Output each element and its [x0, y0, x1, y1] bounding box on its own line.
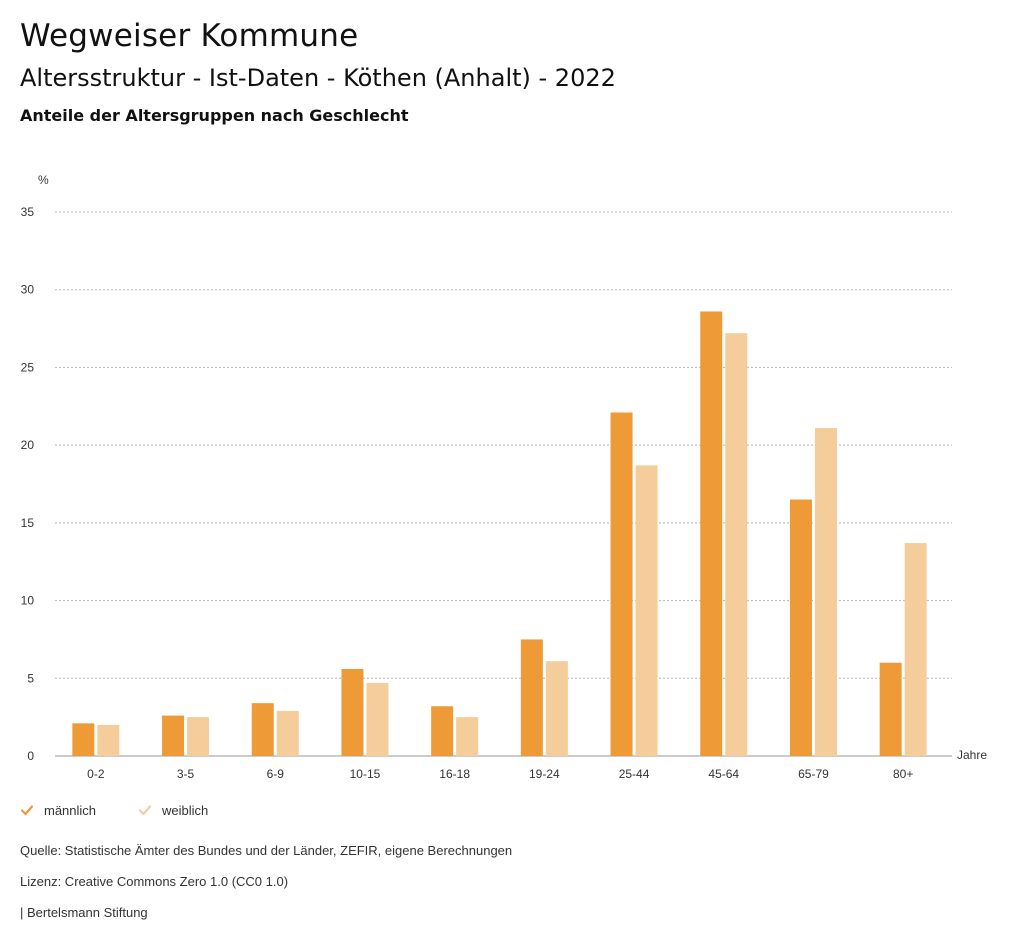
bar-female-6-9[interactable] — [276, 710, 299, 756]
bar-male-16-18[interactable] — [431, 706, 454, 756]
bar-female-80+[interactable] — [904, 543, 927, 756]
y-tick-label: 0 — [27, 749, 34, 763]
x-tick-label: 45-64 — [708, 767, 739, 781]
bar-male-10-15[interactable] — [341, 668, 364, 756]
y-tick-label: 25 — [21, 360, 35, 374]
x-tick-label: 19-24 — [529, 767, 560, 781]
x-tick-label: 0-2 — [87, 767, 105, 781]
bar-female-0-2[interactable] — [97, 724, 120, 756]
legend-item-male[interactable]: männlich — [20, 803, 96, 818]
y-axis-ticks: 0 5 10 15 20 25 30 35 — [21, 205, 35, 763]
legend-item-female[interactable]: weiblich — [138, 803, 208, 818]
bar-male-3-5[interactable] — [162, 715, 185, 756]
source-note: Quelle: Statistische Ämter des Bundes un… — [20, 843, 513, 858]
chart-subtitle: Altersstruktur - Ist-Daten - Köthen (Anh… — [20, 64, 616, 92]
y-tick-label: 20 — [21, 438, 35, 452]
bar-male-45-64[interactable] — [700, 311, 723, 756]
x-tick-label: 10-15 — [350, 767, 381, 781]
y-tick-label: 30 — [21, 283, 35, 297]
x-tick-label: 16-18 — [439, 767, 470, 781]
bar-female-10-15[interactable] — [366, 682, 389, 756]
bar-male-65-79[interactable] — [789, 499, 812, 756]
x-axis-ticks: 0-2 3-5 6-9 10-15 16-18 19-24 25-44 45-64 65-79 8… — [87, 767, 913, 781]
bar-male-0-2[interactable] — [72, 723, 95, 756]
y-axis-label: % — [38, 173, 49, 187]
x-tick-label: 80+ — [893, 767, 913, 781]
legend-label-female: weiblich — [162, 803, 209, 818]
x-tick-label: 25-44 — [619, 767, 650, 781]
publisher-note: | Bertelsmann Stiftung — [20, 905, 148, 920]
x-tick-label: 6-9 — [267, 767, 285, 781]
y-tick-label: 5 — [27, 671, 34, 685]
chart-title: Anteile der Altersgruppen nach Geschlech… — [20, 106, 409, 125]
x-axis-label: Jahre — [957, 748, 987, 762]
bar-male-80+[interactable] — [879, 662, 902, 756]
y-tick-label: 35 — [21, 205, 35, 219]
bar-male-25-44[interactable] — [610, 412, 633, 756]
bar-female-19-24[interactable] — [545, 661, 568, 756]
x-tick-label: 65-79 — [798, 767, 829, 781]
bar-chart: 0 5 10 15 20 25 30 35 % 0-2 3-5 6-9 10-15 16-18 19-2… — [21, 173, 988, 781]
bar-female-16-18[interactable] — [456, 717, 479, 756]
y-tick-label: 15 — [21, 516, 35, 530]
bars — [72, 311, 927, 756]
bar-female-65-79[interactable] — [814, 428, 837, 756]
bar-female-25-44[interactable] — [635, 465, 658, 756]
legend-label-male: männlich — [44, 803, 97, 818]
license-note: Lizenz: Creative Commons Zero 1.0 (CC0 1… — [20, 874, 289, 889]
y-tick-label: 10 — [21, 594, 35, 608]
bar-male-19-24[interactable] — [520, 639, 543, 756]
x-tick-label: 3-5 — [177, 767, 195, 781]
check-icon — [138, 805, 152, 816]
bar-female-45-64[interactable] — [725, 333, 748, 756]
page-title: Wegweiser Kommune — [20, 18, 359, 54]
bar-female-3-5[interactable] — [187, 717, 210, 756]
check-icon — [20, 805, 34, 816]
bar-male-6-9[interactable] — [251, 703, 274, 756]
